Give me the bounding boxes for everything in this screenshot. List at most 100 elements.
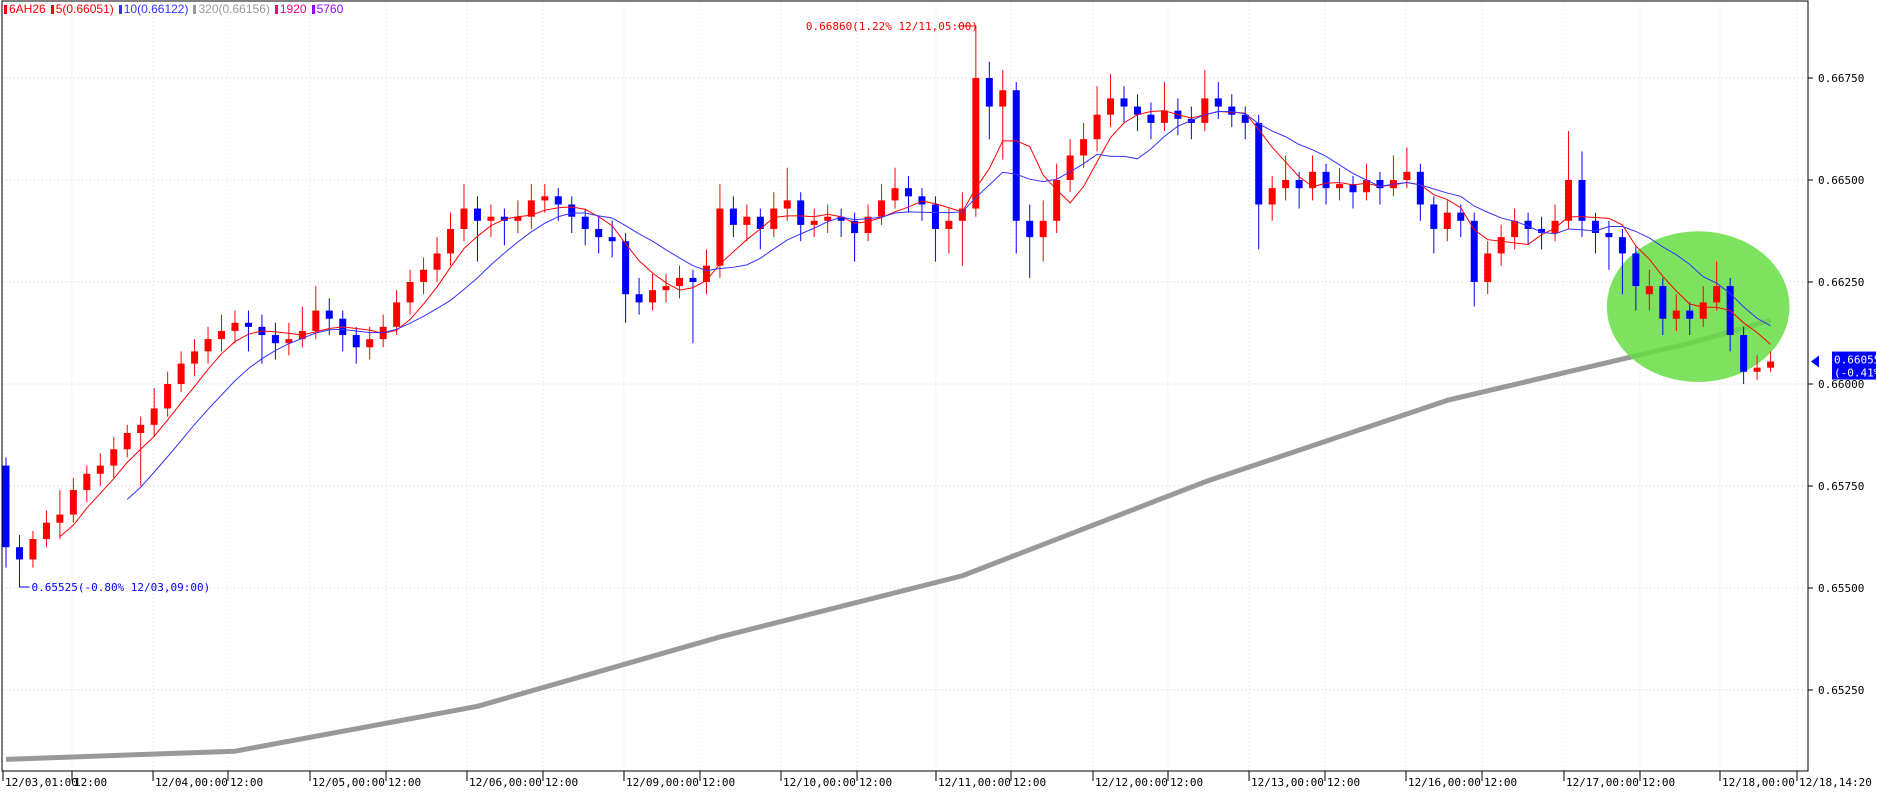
candle-body [15,547,23,560]
candle [123,424,131,458]
candle-body [123,432,131,450]
last-price-tag: 0.66055 (-0.41%) [1811,351,1877,380]
candle [581,208,589,246]
legend-label: 5(0.66051) [55,2,114,16]
candle [177,351,185,393]
x-tick-label: 12/16,00:00 [1408,776,1481,789]
candle-body [1740,335,1748,372]
last-price-value: 0.66055 [1834,354,1877,367]
y-tick-label: 0.66000 [1818,378,1864,391]
candle-body [878,200,886,217]
candle [527,184,535,229]
candle [999,69,1007,160]
candle [1618,228,1626,295]
x-tick-label: 12:00 [859,776,892,789]
candle-body [244,322,252,327]
candle [366,326,374,360]
candle [406,269,414,315]
candle [231,310,239,344]
candle [1470,212,1478,307]
candle [716,184,724,278]
candle [1039,200,1047,262]
x-tick-label: 12:00 [74,776,107,789]
candle-body [325,310,333,319]
legend-swatch-icon [118,5,122,14]
candle-body [1578,180,1586,221]
candle-body [191,351,199,364]
candle [1403,147,1411,189]
candle [1551,204,1559,242]
candle-body [729,208,737,225]
candle-body [1093,114,1101,140]
candle-body [1080,139,1088,156]
y-tick-label: 0.65500 [1818,582,1864,595]
legend-item: 5760 [311,2,343,16]
last-price-marker-icon [1811,355,1819,368]
candle [420,257,428,295]
candle [1565,131,1573,229]
candle-body [1295,180,1303,189]
candle-body [150,408,158,425]
candle [689,269,697,344]
candle [554,188,562,221]
candle-body [487,216,495,221]
high-annotation-leader [957,25,977,34]
candle-body [756,216,764,229]
candle [137,416,145,486]
candle [56,490,64,540]
candle [851,212,859,262]
candle [83,465,91,503]
candle-body [1349,184,1357,193]
annotations: 0.66860(1.22% 12/11,05:00) 0.65525(-0.80… [18,20,978,594]
candle [541,184,549,213]
candle-body [1686,310,1694,319]
candle [204,326,212,364]
candle [164,371,172,417]
legend-label: 1920 [279,2,307,16]
candle-body [541,196,549,201]
candle [1524,212,1532,246]
legend-item: 320(0.66156) [193,2,270,16]
legend-swatch-icon [274,5,278,14]
high-annotation: 0.66860(1.22% 12/11,05:00) [806,20,978,33]
candle-body [985,78,993,107]
candle [1295,171,1303,209]
candle [783,167,791,221]
candle [837,208,845,238]
x-tick-label: 12/04,00:00 [155,776,228,789]
candle [69,477,77,523]
candle [1309,155,1317,201]
legend-swatch-icon [311,5,315,14]
candle-body [581,216,589,229]
candle-body [352,335,360,348]
candle-body [1403,171,1411,180]
candle-body [958,208,966,221]
candle-body [1430,204,1438,229]
x-tick-label: 12/13,00:00 [1251,776,1324,789]
candle-body [608,237,616,242]
candle [1645,269,1653,311]
candle [15,534,23,578]
candle-body [473,208,481,221]
candle [1632,245,1640,311]
candle-body [595,228,603,238]
candle-body [891,188,899,201]
low-annotation: 0.65525(-0.80% 12/03,09:00) [31,581,210,594]
candle [891,167,899,209]
legend-item: 10(0.66122) [118,2,188,16]
candle-body [1538,228,1546,234]
candle-body [1618,237,1626,254]
candle [1241,106,1249,140]
candle [1362,163,1370,201]
candle-body [635,294,643,303]
candle [487,204,495,238]
candle [447,212,455,266]
candle-body [918,196,926,205]
legend-swatch-icon [50,5,54,14]
candle-body [1376,180,1384,189]
candle-body [1255,122,1263,205]
candle-body [999,90,1007,107]
candle-body [770,208,778,229]
candle-body [797,200,805,225]
